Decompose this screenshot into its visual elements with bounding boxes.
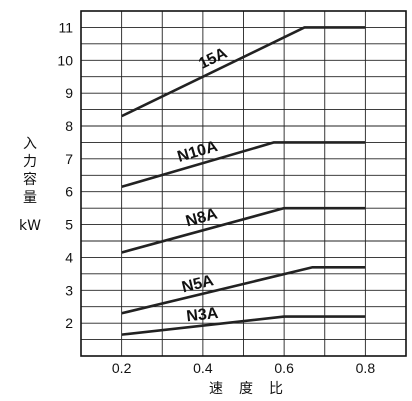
y-tick-label: 8 [65,118,73,134]
grid [81,11,406,356]
y-axis-unit: kW [19,218,41,234]
x-axis-label-char: 速 [209,381,223,397]
plot-frame [80,10,407,357]
x-tick-label: 0.6 [274,360,294,376]
series-line-15a [121,26,366,118]
axis-labels: 入力容量 kW 速度比 [19,136,283,397]
y-tick-label: 3 [65,282,73,298]
y-axis-label-char: 量 [23,190,37,206]
x-tick-label: 0.4 [193,360,213,376]
series-label-15a: 15A [196,45,230,73]
y-tick-label: 10 [57,52,73,68]
tick-labels: 0.2 0.4 0.6 0.8 2 3 4 5 6 7 8 9 10 11 [57,19,375,376]
x-tick-label: 0.8 [356,360,376,376]
series-line-n10a [121,141,366,189]
series-line-n3a [121,315,366,336]
y-axis-label-char: 容 [23,171,37,188]
series-label-n3a: N3A [186,305,220,325]
y-tick-label: 5 [65,217,73,233]
y-tick-label: 9 [65,85,73,101]
y-tick-label: 6 [65,184,73,200]
y-tick-label: 4 [65,249,73,265]
y-axis-label-char: 力 [23,154,37,170]
x-axis-label-char: 比 [269,381,283,397]
series-line-n8a [121,206,366,254]
x-tick-label: 0.2 [112,360,132,376]
series-line-n5a [121,265,366,315]
y-axis-label-char: 入 [23,136,37,152]
x-axis-label-char: 度 [239,381,253,397]
y-tick-label: 11 [58,19,73,35]
y-tick-label: 7 [65,151,73,167]
y-tick-label: 2 [65,315,73,331]
